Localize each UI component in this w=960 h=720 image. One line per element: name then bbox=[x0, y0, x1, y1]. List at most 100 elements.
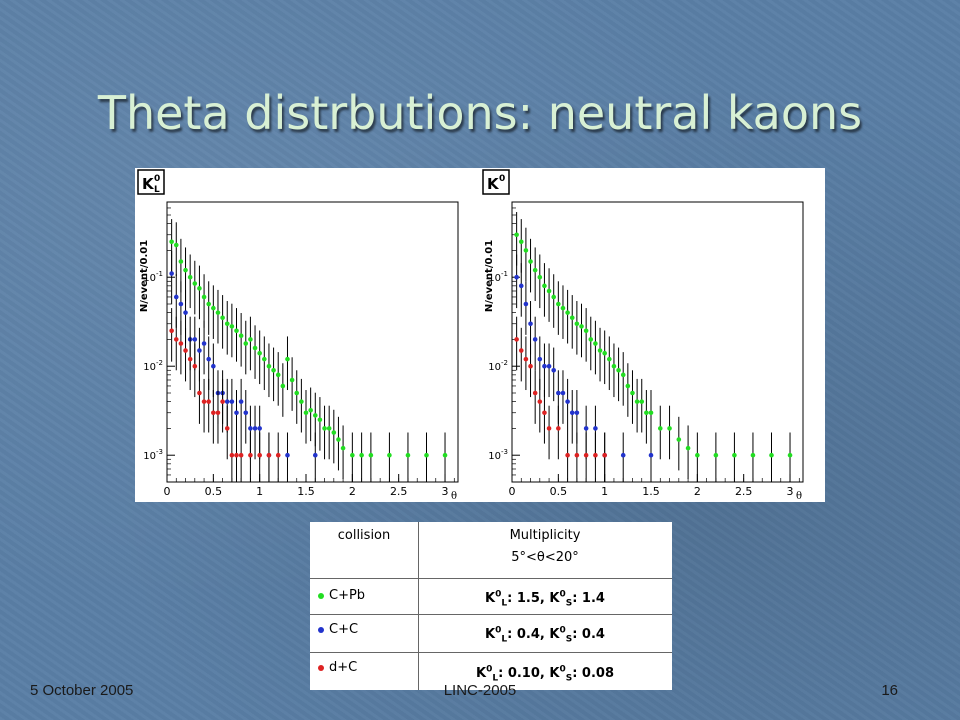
data-point bbox=[787, 452, 793, 458]
data-point bbox=[565, 399, 570, 404]
multiplicity-value: K0L: 0.10, K0S: 0.08 bbox=[476, 665, 614, 684]
y-tick-label: 10-2 bbox=[143, 359, 163, 373]
data-point bbox=[695, 452, 700, 458]
data-point bbox=[350, 452, 355, 458]
data-point bbox=[192, 281, 198, 286]
data-point bbox=[187, 356, 193, 362]
data-series bbox=[169, 250, 318, 482]
data-point bbox=[657, 426, 663, 431]
blue-dot-icon bbox=[318, 626, 324, 633]
data-point bbox=[569, 410, 575, 416]
data-point bbox=[234, 328, 239, 334]
plot-panel-k0l: K 0 L N/event/0.01 0 0.5 1 1.5 2 2.5 3 θ 10-3 10-2 10-… bbox=[135, 168, 480, 502]
k0l-theta-plot: K 0LN/event/0.010 0.5 1 1.5 2 2.5 3 θ10-310-210-… bbox=[137, 169, 459, 502]
data-point bbox=[546, 363, 552, 369]
data-point bbox=[211, 410, 216, 416]
data-point bbox=[312, 413, 318, 418]
data-point bbox=[178, 301, 184, 307]
data-point bbox=[183, 267, 188, 273]
data-point bbox=[206, 356, 212, 362]
badge-superscript: 0 bbox=[154, 174, 160, 184]
data-point bbox=[387, 452, 392, 458]
data-point bbox=[308, 407, 313, 413]
plot-panel-k0s: K 0 N/event/0.01 0 0.5 1 1.5 2 2.5 3 θ 10-3 10-2 10-1 bbox=[480, 168, 825, 502]
data-point bbox=[607, 356, 612, 362]
data-point bbox=[243, 410, 249, 416]
data-point bbox=[211, 305, 216, 311]
data-point bbox=[648, 410, 654, 416]
y-axis-label: N/event/0.01 bbox=[139, 240, 150, 312]
data-point bbox=[528, 259, 533, 264]
multiplicity-table: collision Multiplicity 5°<θ<20° C+Pb K0L… bbox=[310, 522, 672, 690]
data-point bbox=[514, 274, 519, 280]
data-point bbox=[569, 315, 575, 321]
x-tick-label: 1.5 bbox=[642, 485, 660, 498]
data-point bbox=[211, 363, 216, 369]
data-point bbox=[275, 372, 281, 378]
data-point bbox=[523, 356, 529, 362]
particle-badge bbox=[482, 169, 510, 195]
row-cc-label: C+C bbox=[318, 622, 358, 637]
data-point bbox=[685, 445, 691, 451]
data-point bbox=[644, 410, 649, 416]
data-point bbox=[173, 294, 179, 300]
data-point bbox=[532, 267, 538, 273]
data-point bbox=[224, 426, 230, 431]
data-point bbox=[639, 399, 645, 404]
data-point bbox=[322, 426, 327, 431]
data-point bbox=[713, 452, 719, 458]
x-tick-label: 0 bbox=[509, 485, 516, 498]
row-dc-value: K0L: 0.10, K0S: 0.08 bbox=[418, 665, 672, 684]
data-point bbox=[243, 341, 249, 346]
data-point bbox=[229, 452, 235, 458]
x-tick-label: 2.5 bbox=[735, 485, 753, 498]
data-point bbox=[285, 452, 290, 458]
table-row-divider bbox=[310, 652, 672, 653]
collision-label: C+Pb bbox=[329, 588, 366, 603]
data-point bbox=[336, 437, 341, 442]
collision-label: C+C bbox=[329, 622, 359, 637]
data-point bbox=[201, 341, 207, 346]
data-point bbox=[262, 356, 267, 362]
data-point bbox=[546, 288, 552, 294]
data-point bbox=[574, 452, 580, 458]
data-point bbox=[532, 337, 538, 342]
data-point bbox=[248, 426, 253, 431]
data-point bbox=[266, 363, 272, 369]
data-point bbox=[593, 452, 598, 458]
data-series bbox=[169, 308, 281, 482]
x-tick-label: 1 bbox=[256, 485, 263, 498]
data-point bbox=[625, 383, 631, 389]
data-point bbox=[294, 390, 300, 396]
data-point bbox=[192, 363, 198, 369]
data-point bbox=[238, 399, 244, 404]
data-point bbox=[574, 321, 580, 327]
data-point bbox=[178, 341, 184, 346]
data-point bbox=[579, 324, 584, 329]
data-point bbox=[537, 274, 543, 280]
data-point bbox=[215, 310, 221, 315]
data-point bbox=[537, 356, 543, 362]
data-point bbox=[197, 286, 202, 291]
data-point bbox=[303, 410, 309, 416]
data-point bbox=[583, 328, 589, 334]
plot-frame bbox=[166, 201, 459, 483]
multiplicity-value: K0L: 0.4, K0S: 0.4 bbox=[485, 626, 605, 645]
data-point bbox=[248, 452, 253, 458]
data-point bbox=[620, 452, 626, 458]
data-series bbox=[514, 316, 607, 482]
x-tick-label: 2 bbox=[349, 485, 356, 498]
data-point bbox=[183, 310, 188, 315]
x-tick-label: 1.5 bbox=[297, 485, 315, 498]
data-point bbox=[197, 390, 202, 396]
x-tick-label: 0.5 bbox=[205, 485, 223, 498]
header-theta-range: 5°<θ<20° bbox=[511, 550, 579, 565]
footer-conference: LINC-2005 bbox=[443, 682, 517, 699]
data-point bbox=[299, 399, 304, 404]
y-tick-label: 10-3 bbox=[488, 448, 508, 462]
data-point bbox=[528, 363, 533, 369]
data-point bbox=[556, 390, 561, 396]
data-point bbox=[602, 452, 607, 458]
particle-badge bbox=[137, 169, 165, 195]
data-point bbox=[537, 399, 543, 404]
